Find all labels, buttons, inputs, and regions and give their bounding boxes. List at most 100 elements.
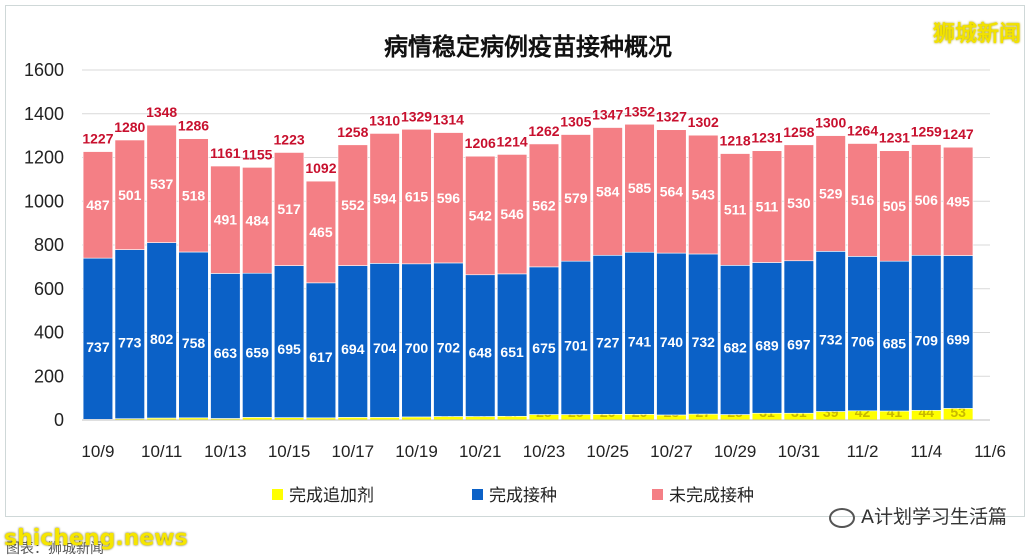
total-label: 1231 (751, 130, 782, 146)
data-label: 491 (214, 212, 238, 228)
y-tick-label: 0 (54, 410, 64, 430)
data-label: 511 (724, 201, 747, 217)
data-label: 685 (883, 336, 907, 352)
bar-segment (114, 249, 145, 419)
bar-segment (720, 153, 751, 266)
data-label: 663 (214, 345, 238, 361)
bar-segment (720, 265, 751, 415)
total-label: 1206 (465, 135, 496, 151)
y-tick-label: 200 (34, 366, 64, 386)
bar-segment (911, 254, 942, 411)
legend-label: 完成追加剂 (289, 486, 374, 506)
x-tick-label: 10/15 (268, 442, 311, 461)
data-label: 758 (182, 335, 206, 351)
total-label: 1161 (210, 145, 241, 161)
bar-segment (560, 134, 591, 262)
x-tick-label: 11/2 (847, 442, 879, 461)
bar-segment (401, 263, 432, 418)
data-label: 682 (723, 339, 747, 355)
total-label: 1286 (178, 118, 209, 134)
chart-title: 病情稳定病例疫苗接种概况 (384, 33, 672, 61)
bar-segment (242, 272, 273, 418)
x-tick-label: 11/6 (974, 442, 1006, 461)
bar-segment (465, 274, 496, 417)
bar-segment (433, 262, 464, 417)
total-label: 1258 (337, 124, 368, 140)
data-label: 704 (373, 340, 397, 356)
data-label: 648 (469, 345, 493, 361)
x-tick-label: 10/17 (332, 442, 375, 461)
total-label: 1302 (688, 114, 719, 130)
data-label: 651 (500, 344, 524, 360)
total-label: 1227 (82, 131, 113, 147)
total-label: 1214 (497, 133, 528, 149)
data-label: 501 (118, 187, 142, 203)
x-tick-label: 11/4 (910, 442, 942, 461)
bar-segment (656, 129, 687, 254)
bar-segment (496, 273, 528, 417)
data-label: 465 (309, 224, 333, 240)
legend-swatch (652, 489, 663, 500)
data-label: 695 (277, 341, 301, 357)
x-tick-label: 10/19 (395, 442, 438, 461)
total-label: 1348 (146, 104, 177, 120)
bar-segment (943, 146, 974, 256)
bar-segment (688, 253, 719, 415)
bar-segment (624, 123, 655, 253)
data-label: 506 (915, 192, 939, 208)
bar-segment (592, 254, 623, 415)
data-label: 702 (437, 339, 461, 355)
bar-segment (178, 138, 209, 253)
total-label: 1259 (911, 124, 942, 140)
bar-segment (751, 150, 783, 263)
x-tick-label: 10/25 (586, 442, 629, 461)
data-label: 584 (596, 183, 620, 199)
data-label: 529 (819, 185, 843, 201)
bar-segment (815, 135, 846, 252)
bar-segment (528, 143, 560, 268)
bar-segment (273, 152, 305, 266)
data-label: 546 (500, 206, 524, 222)
total-label: 1329 (401, 108, 432, 124)
data-label: 737 (86, 339, 110, 355)
total-label: 1223 (274, 131, 305, 147)
x-tick-label: 10/13 (204, 442, 247, 461)
total-label: 1247 (943, 126, 974, 142)
data-label: 579 (564, 190, 588, 206)
data-label: 516 (851, 192, 875, 208)
y-tick-label: 600 (34, 279, 64, 299)
total-label: 1155 (242, 146, 273, 162)
bar-segment (656, 252, 687, 416)
x-tick-label: 10/11 (141, 442, 182, 461)
bar-segment (337, 144, 368, 266)
watermark-right-text: A计划学习生活篇 (861, 506, 1007, 528)
data-label: 802 (150, 331, 174, 347)
legend-swatch (272, 489, 283, 500)
data-label: 701 (564, 338, 588, 354)
data-label: 495 (946, 193, 970, 209)
brand-label: 狮城新闻 (932, 22, 1021, 47)
total-label: 1314 (433, 112, 464, 128)
data-label: 773 (118, 335, 142, 351)
bar-segment (146, 124, 177, 243)
total-label: 1347 (592, 107, 623, 123)
bar-segment (146, 242, 177, 419)
wechat-icon (829, 507, 855, 528)
total-label: 1327 (656, 109, 687, 125)
total-label: 1352 (624, 103, 655, 119)
bar-segment (305, 180, 337, 284)
data-label: 741 (628, 333, 652, 349)
bar-segment (178, 251, 209, 419)
data-label: 594 (373, 190, 397, 206)
data-label: 543 (692, 187, 716, 203)
bar-segment (465, 155, 496, 276)
data-label: 518 (182, 187, 206, 203)
data-label: 699 (946, 332, 970, 348)
data-label: 727 (596, 335, 620, 351)
bar-segment (369, 133, 400, 264)
legend-swatch (472, 489, 483, 500)
data-label: 511 (756, 199, 779, 215)
bar-segment (401, 128, 432, 265)
data-label: 617 (309, 349, 333, 365)
